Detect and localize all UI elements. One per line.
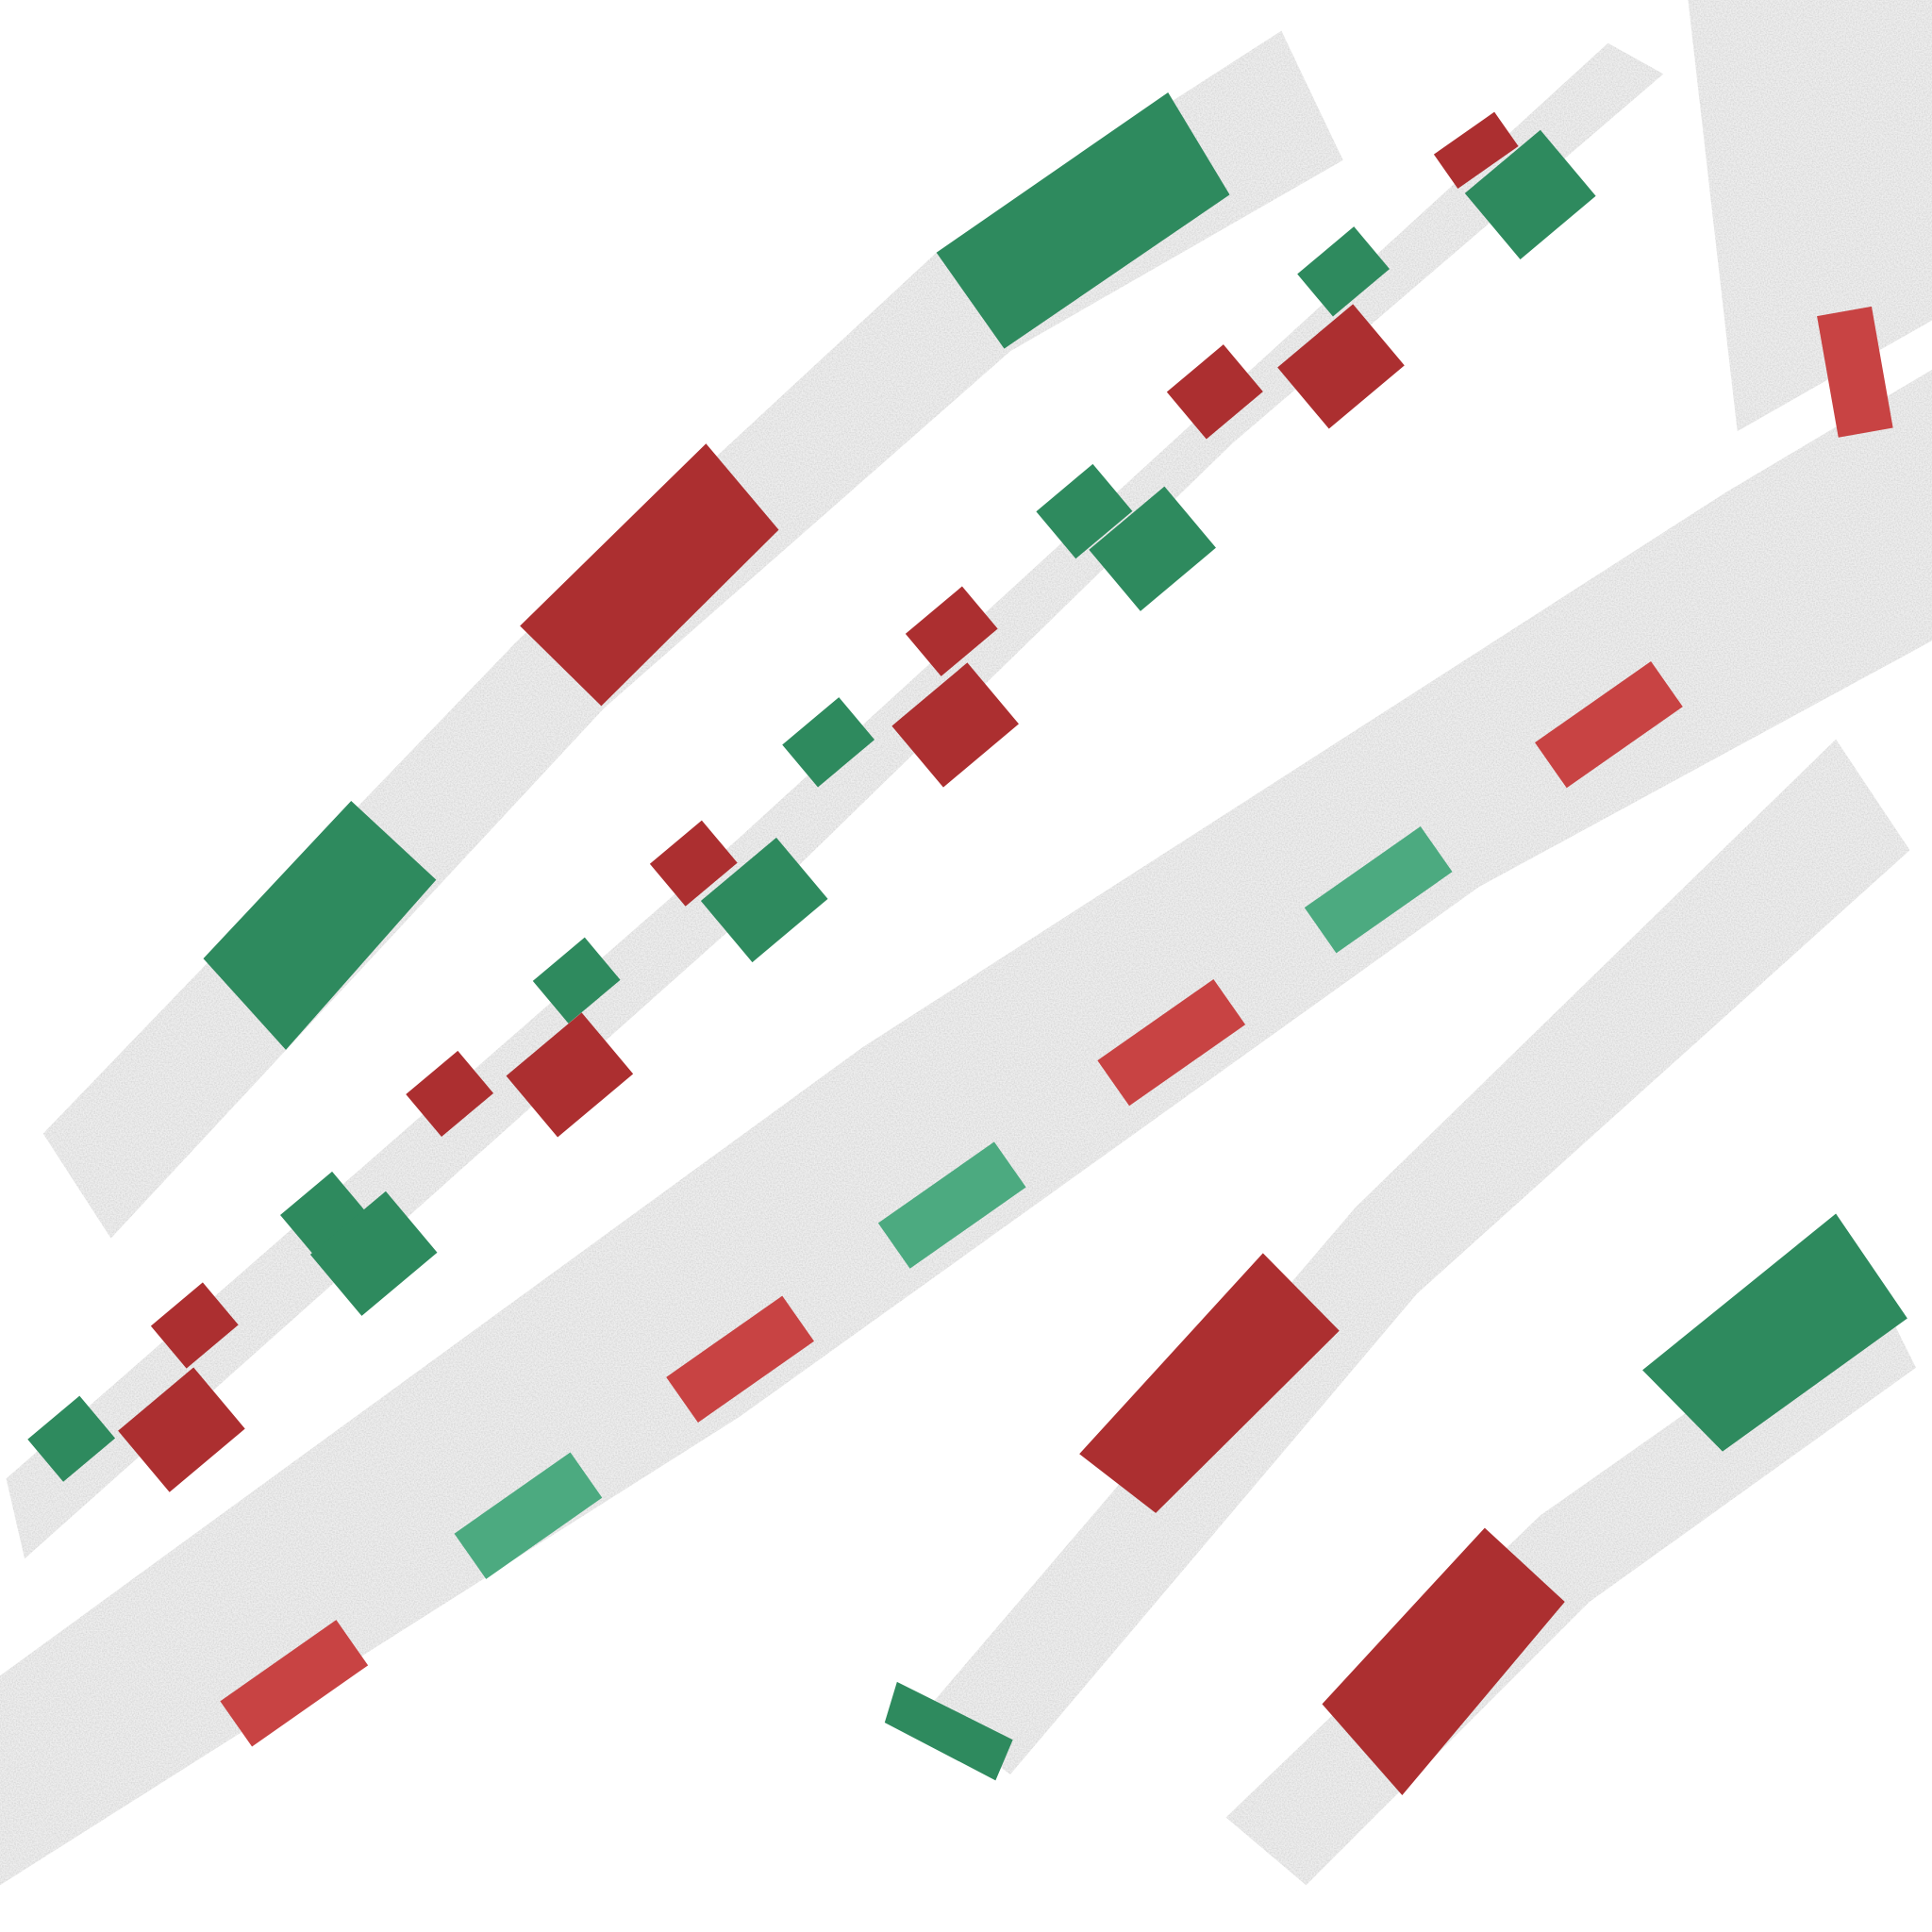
block: [454, 1452, 603, 1579]
block: [782, 697, 875, 788]
block: [532, 937, 621, 1024]
block: [1304, 826, 1453, 954]
block: [1079, 1253, 1340, 1513]
block: [203, 800, 437, 1050]
block: [905, 586, 998, 676]
block: [150, 1282, 239, 1369]
block: [884, 1681, 1013, 1781]
block: [1642, 1213, 1907, 1452]
block: [1277, 304, 1405, 429]
ribbon: [6, 42, 1664, 1559]
block: [1089, 486, 1216, 611]
block: [1036, 463, 1133, 559]
block: [1322, 1527, 1565, 1796]
block: [309, 1191, 438, 1316]
block: [1817, 306, 1893, 438]
block: [27, 1395, 116, 1482]
block: [280, 1171, 368, 1258]
block: [649, 820, 738, 907]
block: [118, 1367, 245, 1492]
block: [891, 662, 1019, 788]
block: [1097, 978, 1246, 1107]
block: [936, 92, 1230, 349]
block: [1166, 344, 1263, 440]
block: [700, 837, 828, 963]
block: [506, 1012, 634, 1138]
block: [1297, 226, 1390, 317]
block: [1464, 129, 1596, 259]
block: [220, 1620, 369, 1747]
block: [877, 1141, 1026, 1269]
ribbon: [924, 739, 1910, 1774]
block: [520, 443, 779, 707]
block: [1535, 661, 1683, 789]
block: [1433, 111, 1519, 190]
blocks: [27, 92, 1907, 1796]
ribbon: [0, 369, 1932, 1886]
block: [666, 1295, 814, 1423]
block: [406, 1050, 494, 1138]
